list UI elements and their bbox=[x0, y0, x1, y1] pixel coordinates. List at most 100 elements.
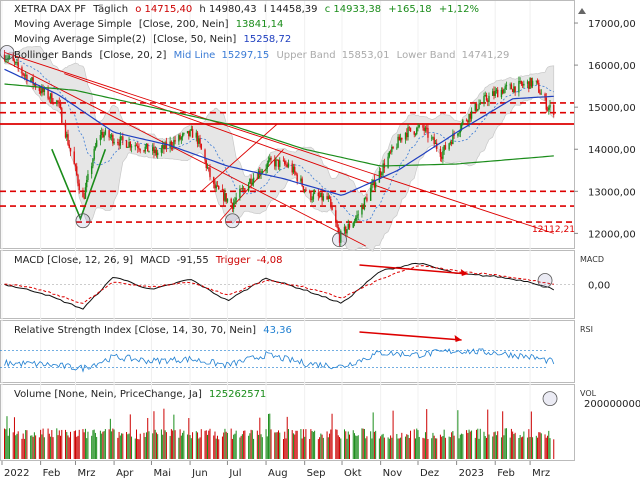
candle-body bbox=[267, 160, 270, 164]
candle-body bbox=[509, 84, 511, 86]
candle-body bbox=[188, 130, 190, 137]
legend-bb-mid-label: Mid Line bbox=[174, 50, 216, 61]
candle-body bbox=[209, 168, 211, 178]
y-axis-ticks: 17000,00 16000,00 15000,00 14000,00 13000,00… bbox=[574, 19, 640, 410]
candle-body bbox=[439, 148, 442, 157]
x-tick-label: Apr bbox=[116, 468, 134, 479]
candle-body bbox=[29, 80, 32, 82]
candle-body bbox=[322, 196, 325, 201]
legend-line-2: Moving Average Simple [Close, 200, Nein]… bbox=[14, 19, 283, 30]
candle-body bbox=[295, 172, 297, 175]
candle-body bbox=[426, 127, 428, 129]
candle-body bbox=[224, 193, 226, 201]
candle-body bbox=[93, 148, 95, 160]
candle-body bbox=[398, 136, 401, 141]
collapse-arrow-icon[interactable] bbox=[578, 8, 586, 14]
candle-body bbox=[484, 95, 486, 97]
candle-body bbox=[215, 185, 217, 189]
candle-body bbox=[186, 130, 189, 134]
candle-body bbox=[130, 146, 133, 148]
candle-body bbox=[222, 190, 225, 201]
candle-body bbox=[549, 104, 551, 108]
candle-body bbox=[526, 81, 529, 84]
candle-body bbox=[300, 178, 302, 182]
x-tick-label: Aug bbox=[268, 468, 288, 479]
candle-body bbox=[336, 222, 338, 228]
candle-body bbox=[511, 89, 514, 93]
candle-body bbox=[338, 231, 341, 243]
candle-body bbox=[311, 199, 313, 201]
candle-body bbox=[108, 130, 110, 138]
rsi-panel bbox=[0, 331, 555, 373]
rsi-axis-label: RSI bbox=[580, 325, 593, 334]
candle-body bbox=[423, 127, 425, 131]
candle-body bbox=[276, 159, 278, 161]
candle-body bbox=[503, 89, 505, 94]
volume-legend-name: Volume [None, Nein, PriceChange, Ja] bbox=[14, 389, 202, 400]
candle-body bbox=[12, 56, 14, 61]
candle-body bbox=[135, 145, 138, 147]
macd-trigger-line bbox=[4, 265, 554, 304]
candle-body bbox=[112, 134, 114, 144]
candle-body bbox=[331, 205, 333, 211]
candle-body bbox=[77, 174, 79, 184]
candle-body bbox=[389, 151, 392, 153]
candle-body bbox=[279, 160, 281, 167]
candle-body bbox=[241, 187, 244, 189]
macd-trigger-label: Trigger bbox=[215, 255, 251, 266]
candle-body bbox=[501, 89, 504, 94]
trend-line-rebound-low bbox=[219, 148, 284, 222]
candle-body bbox=[39, 90, 42, 94]
candle-body bbox=[450, 141, 453, 145]
candle-body bbox=[521, 84, 524, 86]
candle-body bbox=[433, 137, 435, 144]
macd-divergence-arrow bbox=[359, 264, 468, 275]
candle-body bbox=[443, 145, 445, 152]
candle-body bbox=[371, 183, 373, 189]
candle-body bbox=[64, 122, 67, 138]
legend-ma50-value: 15258,72 bbox=[243, 34, 291, 45]
x-tick-label: Jul bbox=[228, 468, 241, 479]
candle-body bbox=[529, 77, 531, 89]
candle-body bbox=[459, 129, 462, 133]
candle-body bbox=[475, 103, 478, 111]
macd-y-tick-label: 0,00 bbox=[588, 281, 610, 292]
candle-body bbox=[530, 77, 533, 87]
candle-body bbox=[48, 98, 51, 100]
candle-body bbox=[125, 140, 128, 148]
candle-body bbox=[321, 192, 323, 201]
candle-body bbox=[286, 164, 288, 167]
candle-body bbox=[7, 57, 9, 59]
candle-body bbox=[73, 151, 75, 165]
candle-body bbox=[493, 91, 495, 97]
candle-body bbox=[330, 198, 332, 206]
candle-body bbox=[170, 141, 173, 147]
candle-body bbox=[206, 167, 209, 169]
candle-body bbox=[24, 74, 27, 76]
candle-body bbox=[127, 147, 129, 148]
candle-body bbox=[404, 132, 407, 140]
candle-body bbox=[312, 193, 315, 200]
trend-line-lower bbox=[4, 60, 366, 247]
legend-low: l 14458,39 bbox=[264, 4, 318, 15]
candle-body bbox=[43, 88, 46, 92]
candle-body bbox=[69, 147, 72, 152]
candle-body bbox=[49, 93, 52, 99]
ma50-line bbox=[4, 68, 554, 196]
candle-body bbox=[416, 127, 418, 135]
volume-y-tick-label: 200000000 bbox=[584, 399, 640, 410]
candle-body bbox=[78, 183, 80, 191]
candle-body bbox=[417, 126, 419, 128]
candle-body bbox=[205, 160, 207, 168]
candle-body bbox=[180, 137, 183, 140]
legend-ma200-params: [Close, 200, Nein] bbox=[139, 19, 229, 30]
candle-body bbox=[153, 147, 155, 154]
highlight-circle bbox=[225, 213, 240, 229]
candle-body bbox=[119, 136, 122, 146]
candle-body bbox=[148, 151, 150, 152]
candle-body bbox=[487, 100, 489, 103]
candle-body bbox=[544, 93, 546, 98]
candle-body bbox=[540, 93, 542, 95]
candle-body bbox=[22, 73, 24, 75]
candle-body bbox=[458, 132, 460, 134]
